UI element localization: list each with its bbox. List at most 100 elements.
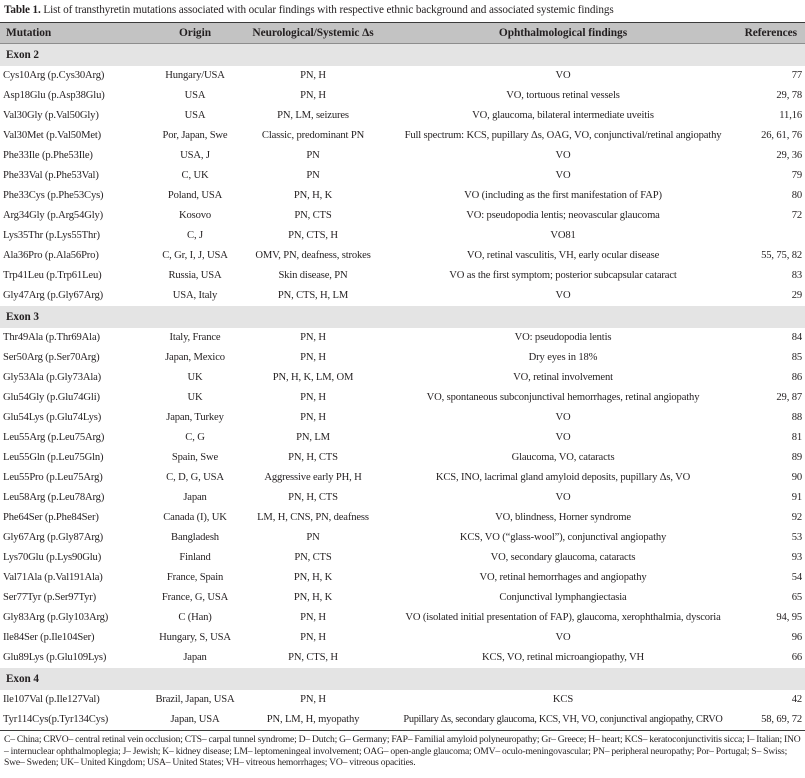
cell-neurological: PN, H (238, 328, 388, 348)
cell-references: 11,16 (738, 106, 805, 126)
cell-mutation: Asp18Glu (p.Asp38Glu) (0, 86, 152, 106)
cell-ophthalmological: VO, tortuous retinal vessels (388, 86, 738, 106)
cell-ophthalmological: VO, secondary glaucoma, cataracts (388, 548, 738, 568)
cell-origin: Canada (I), UK (152, 508, 238, 528)
cell-mutation: Gly83Arg (p.Gly103Arg) (0, 608, 152, 628)
cell-mutation: Leu55Arg (p.Leu75Arg) (0, 428, 152, 448)
cell-ophthalmological: KCS, VO (“glass-wool”), conjunctival ang… (388, 528, 738, 548)
cell-references: 29 (738, 286, 805, 306)
cell-ophthalmological: Dry eyes in 18% (388, 348, 738, 368)
cell-references: 53 (738, 528, 805, 548)
cell-references: 83 (738, 266, 805, 286)
cell-neurological: PN, H (238, 608, 388, 628)
cell-references: 29, 78 (738, 86, 805, 106)
cell-ophthalmological: VO, glaucoma, bilateral intermediate uve… (388, 106, 738, 126)
cell-references: 91 (738, 488, 805, 508)
cell-neurological: PN, LM (238, 428, 388, 448)
cell-references (738, 226, 805, 246)
cell-neurological: PN, H, CTS (238, 488, 388, 508)
column-header-origin: Origin (152, 22, 238, 44)
column-header-neurological: Neurological/Systemic Δs (238, 22, 388, 44)
cell-neurological: PN (238, 528, 388, 548)
column-header-ophthalmological: Ophthalmological findings (388, 22, 738, 44)
cell-origin: UK (152, 388, 238, 408)
cell-neurological: PN, H (238, 388, 388, 408)
exon-group-label: Exon 3 (0, 306, 805, 328)
cell-origin: Russia, USA (152, 266, 238, 286)
cell-origin: Japan, USA (152, 710, 238, 731)
cell-ophthalmological: VO81 (388, 226, 738, 246)
cell-neurological: LM, H, CNS, PN, deafness (238, 508, 388, 528)
table-row: Glu89Lys (p.Glu109Lys) Japan PN, CTS, H KCS… (0, 648, 805, 668)
cell-mutation: Gly53Ala (p.Gly73Ala) (0, 368, 152, 388)
cell-neurological: PN, H, K (238, 588, 388, 608)
cell-origin: Hungary/USA (152, 66, 238, 86)
cell-neurological: PN, H, CTS (238, 448, 388, 468)
cell-ophthalmological: VO, spontaneous subconjunctival hemorrha… (388, 388, 738, 408)
cell-origin: C, Gr, I, J, USA (152, 246, 238, 266)
table-row: Asp18Glu (p.Asp38Glu) USA PN, H VO, tortuou… (0, 86, 805, 106)
cell-mutation: Val71Ala (p.Val191Ala) (0, 568, 152, 588)
table-row: Gly83Arg (p.Gly103Arg) C (Han) PN, H VO (is… (0, 608, 805, 628)
cell-ophthalmological: VO, blindness, Horner syndrome (388, 508, 738, 528)
table-row: Gly67Arg (p.Gly87Arg) Bangladesh PN KCS, VO… (0, 528, 805, 548)
cell-references: 81 (738, 428, 805, 448)
cell-references: 26, 61, 76 (738, 126, 805, 146)
cell-mutation: Leu55Pro (p.Leu75Arg) (0, 468, 152, 488)
cell-neurological: PN, H, K, LM, OM (238, 368, 388, 388)
cell-ophthalmological: VO (388, 146, 738, 166)
cell-references: 29, 87 (738, 388, 805, 408)
cell-origin: Japan (152, 488, 238, 508)
table-row: Ala36Pro (p.Ala56Pro) C, Gr, I, J, USA OMV… (0, 246, 805, 266)
cell-origin: Bangladesh (152, 528, 238, 548)
cell-references: 55, 75, 82 (738, 246, 805, 266)
table-body: Exon 2 Cys10Arg (p.Cys30Arg) Hungary/USA PN… (0, 43, 805, 731)
table-row: Phe33Ile (p.Phe53Ile) USA, J PN VO 29, 36 (0, 146, 805, 166)
cell-neurological: PN, H (238, 628, 388, 648)
table-row: Lys70Glu (p.Lys90Glu) Finland PN, CTS VO, s… (0, 548, 805, 568)
cell-ophthalmological: VO (including as the first manifestation… (388, 186, 738, 206)
cell-neurological: PN, H, K (238, 186, 388, 206)
cell-ophthalmological: VO, retinal hemorrhages and angiopathy (388, 568, 738, 588)
cell-mutation: Leu55Gln (p.Leu75Gln) (0, 448, 152, 468)
cell-neurological: Classic, predominant PN (238, 126, 388, 146)
cell-mutation: Phe64Ser (p.Phe84Ser) (0, 508, 152, 528)
cell-origin: Por, Japan, Swe (152, 126, 238, 146)
cell-references: 84 (738, 328, 805, 348)
table-row: Phe33Val (p.Phe53Val) C, UK PN VO 79 (0, 166, 805, 186)
table-row: Glu54Gly (p.Glu74Gli) UK PN, H VO, spontane… (0, 388, 805, 408)
cell-ophthalmological: VO as the first symptom; posterior subca… (388, 266, 738, 286)
cell-mutation: Ala36Pro (p.Ala56Pro) (0, 246, 152, 266)
cell-neurological: PN, H (238, 66, 388, 86)
table-row: Trp41Leu (p.Trp61Leu) Russia, USA Skin dis… (0, 266, 805, 286)
cell-references: 96 (738, 628, 805, 648)
cell-neurological: PN, CTS (238, 206, 388, 226)
cell-references: 93 (738, 548, 805, 568)
table-row: Cys10Arg (p.Cys30Arg) Hungary/USA PN, H VO 7… (0, 66, 805, 86)
cell-mutation: Lys70Glu (p.Lys90Glu) (0, 548, 152, 568)
cell-neurological: OMV, PN, deafness, strokes (238, 246, 388, 266)
cell-ophthalmological: Full spectrum: KCS, pupillary Δs, OAG, V… (388, 126, 738, 146)
table-row: Ile107Val (p.Ile127Val) Brazil, Japan, US… (0, 690, 805, 710)
cell-mutation: Gly67Arg (p.Gly87Arg) (0, 528, 152, 548)
cell-neurological: PN, H (238, 348, 388, 368)
table-footnote-abbreviations: C– China; CRVO– central retinal vein occ… (4, 734, 801, 769)
cell-ophthalmological: VO: pseudopodia lentis; neovascular glau… (388, 206, 738, 226)
cell-neurological: PN, CTS, H, LM (238, 286, 388, 306)
table-row: Leu55Gln (p.Leu75Gln) Spain, Swe PN, H, CT… (0, 448, 805, 468)
cell-mutation: Val30Gly (p.Val50Gly) (0, 106, 152, 126)
cell-neurological: PN, H, K (238, 568, 388, 588)
cell-references: 90 (738, 468, 805, 488)
cell-neurological: Aggressive early PH, H (238, 468, 388, 488)
cell-mutation: Glu54Gly (p.Glu74Gli) (0, 388, 152, 408)
caption-label: Table 1. (4, 4, 41, 16)
cell-ophthalmological: VO (388, 408, 738, 428)
cell-origin: C, G (152, 428, 238, 448)
cell-mutation: Thr49Ala (p.Thr69Ala) (0, 328, 152, 348)
cell-ophthalmological: VO (388, 66, 738, 86)
cell-mutation: Ser50Arg (p.Ser70Arg) (0, 348, 152, 368)
table-row: Lys35Thr (p.Lys55Thr) C, J PN, CTS, H VO81 (0, 226, 805, 246)
cell-mutation: Phe33Ile (p.Phe53Ile) (0, 146, 152, 166)
table-row: Leu55Arg (p.Leu75Arg) C, G PN, LM VO 81 (0, 428, 805, 448)
cell-origin: USA, J (152, 146, 238, 166)
